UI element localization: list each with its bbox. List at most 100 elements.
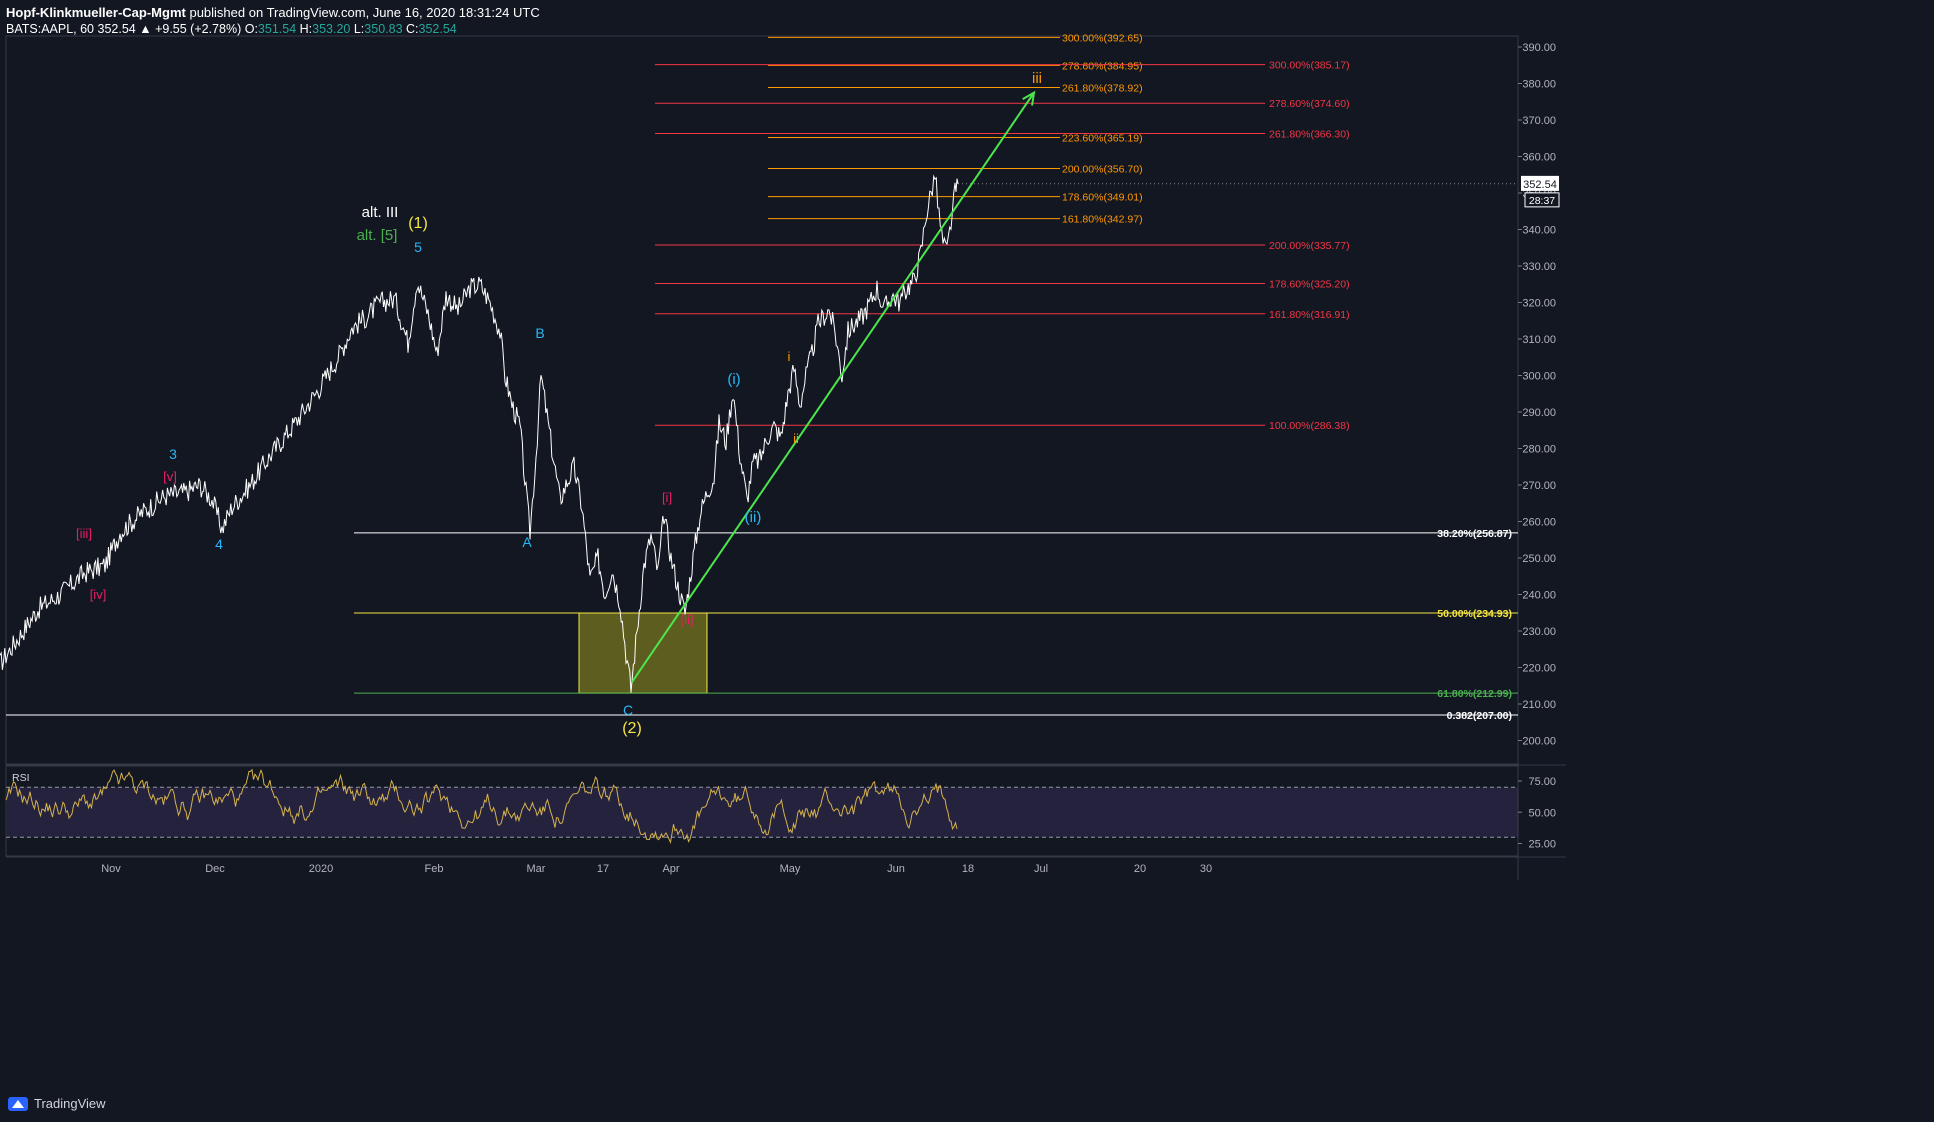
low-label: L: xyxy=(353,22,365,36)
price-tick-label: 370.00 xyxy=(1522,115,1556,127)
rsi-tick-label: 75.00 xyxy=(1528,776,1556,788)
time-tick-label: Dec xyxy=(205,863,225,875)
time-tick-label: Apr xyxy=(662,863,679,875)
time-tick-label: Jun xyxy=(887,863,905,875)
wave-label: (2) xyxy=(622,720,642,737)
time-tick-label: Feb xyxy=(425,863,444,875)
time-tick-label: Mar xyxy=(527,863,546,875)
tradingview-logo-icon xyxy=(8,1096,28,1111)
wave-label: alt. III xyxy=(362,204,399,221)
price-tick-label: 280.00 xyxy=(1522,444,1556,456)
fib-label: 178.60%(349.01) xyxy=(1062,192,1143,204)
author-name: Hopf-Klinkmueller-Cap-Mgmt xyxy=(6,5,186,20)
trend-arrow-line xyxy=(631,92,1035,683)
wave-label: [iv] xyxy=(90,587,107,602)
fib-label: 50.00%(234.93) xyxy=(1437,608,1512,620)
price-tick-label: 250.00 xyxy=(1522,553,1556,565)
last-value: 352.54 xyxy=(97,22,136,36)
main-pane-border xyxy=(5,35,1519,765)
close-value: 352.54 xyxy=(418,22,457,36)
time-tick-label: 30 xyxy=(1200,863,1212,875)
price-tick-label: 340.00 xyxy=(1522,225,1556,237)
wave-label: [ii] xyxy=(681,612,694,627)
fib-label: 223.60%(365.19) xyxy=(1062,133,1143,145)
price-tick-label: 330.00 xyxy=(1522,261,1556,273)
chart-frame xyxy=(5,35,1566,880)
last-price-tag-label: 352.54 xyxy=(1523,179,1557,191)
time-tick-label: 18 xyxy=(962,863,974,875)
price-tick-label: 260.00 xyxy=(1522,517,1556,529)
fib-label: 200.00%(356.70) xyxy=(1062,164,1143,176)
rsi-label: RSI xyxy=(12,772,30,784)
trend-arrow-head-icon xyxy=(1022,90,1036,106)
price-tick-label: 300.00 xyxy=(1522,371,1556,383)
price-tick-label: 200.00 xyxy=(1522,736,1556,748)
fib-label: 300.00%(385.17) xyxy=(1269,60,1350,72)
tradingview-brand[interactable]: TradingView xyxy=(8,1096,106,1111)
wave-label: i xyxy=(788,349,791,364)
fib-label: 100.00%(286.38) xyxy=(1269,420,1350,432)
trend-arrow xyxy=(631,90,1036,683)
footer-bar xyxy=(0,1088,1934,1122)
rsi-pane: RSI 25.00 50.00 75.00 xyxy=(5,768,1556,851)
rsi-band xyxy=(7,787,1518,838)
symbol-line: BATS:AAPL, 60 352.54 ▲ +9.55 (+2.78%) O:… xyxy=(6,21,457,37)
fib-label: 300.00%(392.65) xyxy=(1062,32,1143,44)
price-tick-label: 320.00 xyxy=(1522,298,1556,310)
rsi-tick-label: 50.00 xyxy=(1528,807,1556,819)
close-label: C: xyxy=(406,22,419,36)
low-value: 350.83 xyxy=(364,22,403,36)
wave-label: [iii] xyxy=(76,526,92,541)
wave-label: [v] xyxy=(163,469,177,484)
rsi-tick-label: 25.00 xyxy=(1528,839,1556,851)
fib-label: 261.80%(378.92) xyxy=(1062,82,1143,94)
price-series xyxy=(0,174,1518,693)
price-axis[interactable]: 200.00 210.00 220.00 230.00 240.00 250.00 260.… xyxy=(1518,42,1560,748)
time-tick-label: 20 xyxy=(1134,863,1146,875)
fib-label: 200.00%(335.77) xyxy=(1269,240,1350,252)
price-tick-label: 380.00 xyxy=(1522,79,1556,91)
wave-label: (i) xyxy=(727,371,740,388)
time-axis[interactable]: Nov Dec 2020 Feb Mar 17 Apr May Jun 18 Jul 20 30 xyxy=(101,863,1212,875)
rsi-line xyxy=(5,768,958,844)
wave-label: alt. [5] xyxy=(357,227,398,244)
publish-info: published on TradingView.com, June 16, 2… xyxy=(189,5,540,20)
price-chart[interactable]: 300.00%(392.65) 278.60%(384.95) 261.80%(37… xyxy=(0,0,1934,1088)
time-tick-label: May xyxy=(780,863,801,875)
price-tick-label: 230.00 xyxy=(1522,626,1556,638)
open-value: 351.54 xyxy=(257,22,297,36)
wave-label: 4 xyxy=(215,536,223,552)
time-tick-label: Jul xyxy=(1034,863,1048,875)
open-label: O: xyxy=(244,22,258,36)
wave-label: B xyxy=(535,325,544,341)
wave-label: A xyxy=(522,534,532,550)
fib-label: 0.382(207.00) xyxy=(1447,710,1512,722)
price-tick-label: 360.00 xyxy=(1522,152,1556,164)
price-tick-label: 290.00 xyxy=(1522,407,1556,419)
brand-label: TradingView xyxy=(34,1096,106,1111)
price-tick-label: 310.00 xyxy=(1522,334,1556,346)
fib-label: 278.60%(374.60) xyxy=(1269,98,1350,110)
change-value: ▲ +9.55 (+2.78%) xyxy=(139,22,242,36)
fib-label: 61.80%(212.99) xyxy=(1437,688,1512,700)
wave-label: ii xyxy=(793,431,799,446)
fib-label: 178.60%(325.20) xyxy=(1269,279,1350,291)
fib-label: 38.20%(256.87) xyxy=(1437,528,1512,540)
price-tick-label: 210.00 xyxy=(1522,699,1556,711)
price-tick-label: 390.00 xyxy=(1522,42,1556,54)
countdown-label: 28:37 xyxy=(1529,195,1555,207)
time-tick-label: Nov xyxy=(101,863,121,875)
price-line xyxy=(0,174,959,693)
fib-levels: 300.00%(392.65) 278.60%(384.95) 261.80%(37… xyxy=(6,32,1518,722)
fib-label: 261.80%(366.30) xyxy=(1269,129,1350,141)
symbol-name: BATS:AAPL, 60 xyxy=(6,22,95,36)
high-label: H: xyxy=(299,22,313,36)
wave-label: C xyxy=(623,702,633,718)
price-tick-label: 270.00 xyxy=(1522,480,1556,492)
fib-label: 161.80%(342.97) xyxy=(1062,214,1143,226)
wave-label: iii xyxy=(1032,70,1042,87)
publish-header: Hopf-Klinkmueller-Cap-Mgmt published on … xyxy=(6,5,540,21)
wave-label: (ii) xyxy=(745,509,762,526)
wave-label: [i] xyxy=(662,490,672,505)
time-tick-label: 17 xyxy=(597,863,609,875)
